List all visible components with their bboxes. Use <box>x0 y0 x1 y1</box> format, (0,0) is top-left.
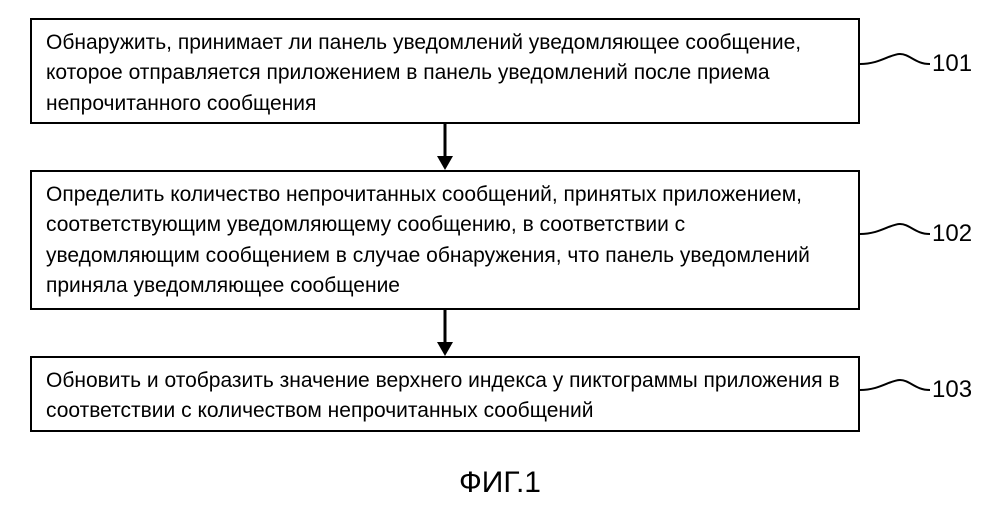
label-connector-102 <box>860 218 930 250</box>
flowchart-canvas: Обнаружить, принимает ли панель уведомле… <box>0 0 1000 513</box>
step-label-101: 101 <box>932 50 972 78</box>
step-label-102: 102 <box>932 220 972 248</box>
step-label-103: 103 <box>932 376 972 404</box>
arrow-102-103 <box>437 310 453 356</box>
figure-caption: ФИГ.1 <box>400 466 600 500</box>
label-connector-103 <box>860 374 930 406</box>
step-text: Обновить и отобразить значение верхнего … <box>46 369 840 422</box>
step-box-101: Обнаружить, принимает ли панель уведомле… <box>30 18 860 124</box>
step-box-102: Определить количество непрочитанных сооб… <box>30 170 860 310</box>
label-connector-101 <box>860 48 930 80</box>
arrow-101-102 <box>437 124 453 170</box>
step-text: Обнаружить, принимает ли панель уведомле… <box>46 31 801 115</box>
step-box-103: Обновить и отобразить значение верхнего … <box>30 356 860 432</box>
step-text: Определить количество непрочитанных сооб… <box>46 183 810 297</box>
